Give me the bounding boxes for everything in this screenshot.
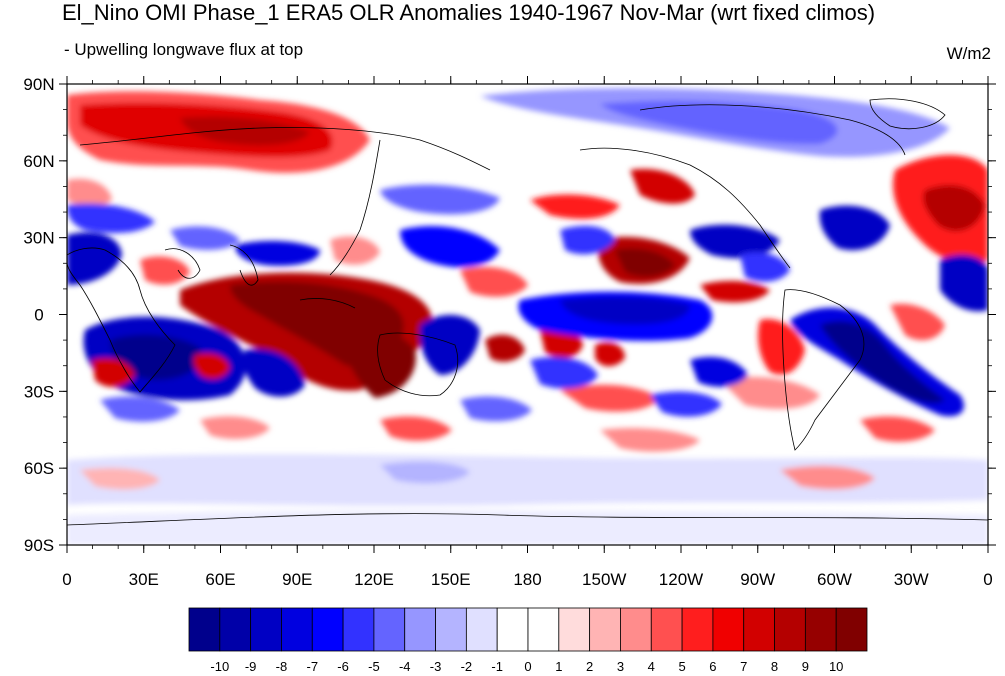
colorbar-box	[804, 607, 837, 652]
lon-tick-label: 30E	[129, 570, 159, 589]
colorbar-label: 4	[648, 659, 655, 674]
colorbar: -10 -9 -8 -7 -6 -5 -4 -3 -2 -1 0 1 2 3 4 5 6 7 8 9 10	[188, 607, 868, 674]
latitude-axis: 90N 60N 30N 0 30S 60S 90S	[23, 75, 996, 555]
lon-tick-label: 90E	[282, 570, 312, 589]
lon-tick-label: 150W	[582, 570, 626, 589]
colorbar-box	[681, 607, 714, 652]
colorbar-box	[712, 607, 745, 652]
lon-tick-label: 0	[983, 570, 992, 589]
colorbar-box	[558, 607, 591, 652]
colorbar-label: -10	[210, 659, 229, 674]
colorbar-label: 6	[709, 659, 716, 674]
colorbar-label: 8	[771, 659, 778, 674]
lat-tick-label: 0	[34, 306, 43, 325]
lon-tick-label: 0	[62, 570, 71, 589]
lat-tick-label: 30N	[23, 229, 54, 248]
colorbar-box	[188, 607, 221, 652]
colorbar-label: -6	[337, 659, 349, 674]
colorbar-label: 0	[524, 659, 531, 674]
lon-tick-label: 60W	[817, 570, 852, 589]
lon-tick-label: 150E	[431, 570, 471, 589]
units-label: W/m2	[946, 44, 991, 63]
colorbar-label: 10	[829, 659, 843, 674]
colorbar-label: -9	[245, 659, 257, 674]
lat-tick-label: 90S	[24, 536, 54, 555]
lon-tick-label: 30W	[894, 570, 929, 589]
colorbar-box	[774, 607, 806, 652]
colorbar-label: 5	[678, 659, 685, 674]
map-title: El_Nino OMI Phase_1 ERA5 OLR Anomalies 1…	[62, 0, 876, 25]
colorbar-label: 7	[740, 659, 747, 674]
colorbar-label: -7	[306, 659, 318, 674]
colorbar-box	[650, 607, 683, 652]
colorbar-label: 1	[555, 659, 562, 674]
colorbar-label: -5	[368, 659, 380, 674]
colorbar-label: 2	[586, 659, 593, 674]
colorbar-box	[435, 607, 467, 652]
colorbar-box	[281, 607, 313, 652]
colorbar-box	[219, 607, 252, 652]
colorbar-box	[342, 607, 375, 652]
colorbar-box	[527, 607, 560, 652]
colorbar-box	[373, 607, 406, 652]
lat-tick-label: 60N	[23, 152, 54, 171]
lon-tick-label: 180	[513, 570, 541, 589]
lat-tick-label: 90N	[23, 75, 54, 94]
colorbar-box	[311, 607, 344, 652]
lat-tick-label: 60S	[24, 459, 54, 478]
colorbar-box	[496, 607, 529, 652]
colorbar-label: -4	[399, 659, 411, 674]
anomaly-field	[67, 88, 988, 545]
colorbar-box	[404, 607, 436, 652]
coastlines	[67, 98, 988, 526]
lon-tick-label: 120W	[659, 570, 703, 589]
colorbar-label: -3	[430, 659, 442, 674]
colorbar-box	[835, 607, 868, 652]
colorbar-label: -8	[276, 659, 288, 674]
map-subtitle: - Upwelling longwave flux at top	[64, 40, 304, 59]
lon-tick-label: 120E	[354, 570, 394, 589]
colorbar-label: -1	[491, 659, 503, 674]
colorbar-box	[589, 607, 621, 652]
longitude-axis: 0 30E 60E 90E 120E 150E 180 150W 120W 90W 60W 30W 0	[62, 76, 993, 589]
colorbar-box	[250, 607, 282, 652]
colorbar-label: 9	[802, 659, 809, 674]
lat-tick-label: 30S	[24, 382, 54, 401]
colorbar-box	[620, 607, 652, 652]
lon-tick-label: 60E	[205, 570, 235, 589]
lon-tick-label: 90W	[740, 570, 775, 589]
colorbar-box	[465, 607, 498, 652]
colorbar-label: 3	[617, 659, 624, 674]
colorbar-box	[743, 607, 775, 652]
colorbar-label: -2	[461, 659, 473, 674]
